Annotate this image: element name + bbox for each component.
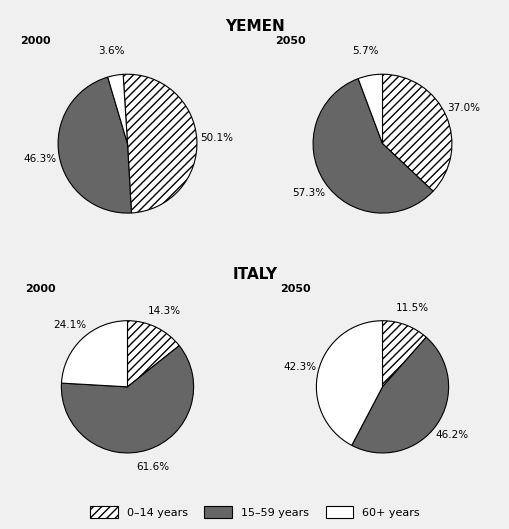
Wedge shape bbox=[61, 345, 193, 453]
Wedge shape bbox=[357, 74, 382, 144]
Wedge shape bbox=[123, 74, 196, 213]
Text: 61.6%: 61.6% bbox=[136, 462, 169, 472]
Text: 3.6%: 3.6% bbox=[98, 47, 124, 57]
Text: 37.0%: 37.0% bbox=[447, 103, 479, 113]
Text: 2050: 2050 bbox=[279, 284, 310, 294]
Text: 2000: 2000 bbox=[25, 284, 55, 294]
Wedge shape bbox=[127, 321, 179, 387]
Wedge shape bbox=[313, 79, 432, 213]
Text: 2050: 2050 bbox=[274, 36, 305, 46]
Text: 2000: 2000 bbox=[20, 36, 50, 46]
Text: 5.7%: 5.7% bbox=[352, 47, 378, 57]
Text: 42.3%: 42.3% bbox=[283, 361, 316, 371]
Text: 14.3%: 14.3% bbox=[148, 306, 181, 316]
Wedge shape bbox=[316, 321, 382, 445]
Text: 57.3%: 57.3% bbox=[291, 188, 324, 198]
Text: 46.3%: 46.3% bbox=[23, 154, 56, 164]
Legend: 0–14 years, 15–59 years, 60+ years: 0–14 years, 15–59 years, 60+ years bbox=[84, 501, 425, 523]
Text: ITALY: ITALY bbox=[232, 267, 277, 282]
Wedge shape bbox=[382, 74, 451, 191]
Text: 11.5%: 11.5% bbox=[395, 303, 428, 313]
Text: 50.1%: 50.1% bbox=[200, 133, 232, 143]
Wedge shape bbox=[107, 75, 127, 144]
Text: 46.2%: 46.2% bbox=[435, 430, 468, 440]
Wedge shape bbox=[58, 77, 131, 213]
Text: YEMEN: YEMEN bbox=[224, 19, 285, 33]
Wedge shape bbox=[62, 321, 127, 387]
Wedge shape bbox=[351, 337, 448, 453]
Text: 24.1%: 24.1% bbox=[53, 321, 86, 330]
Wedge shape bbox=[382, 321, 426, 387]
